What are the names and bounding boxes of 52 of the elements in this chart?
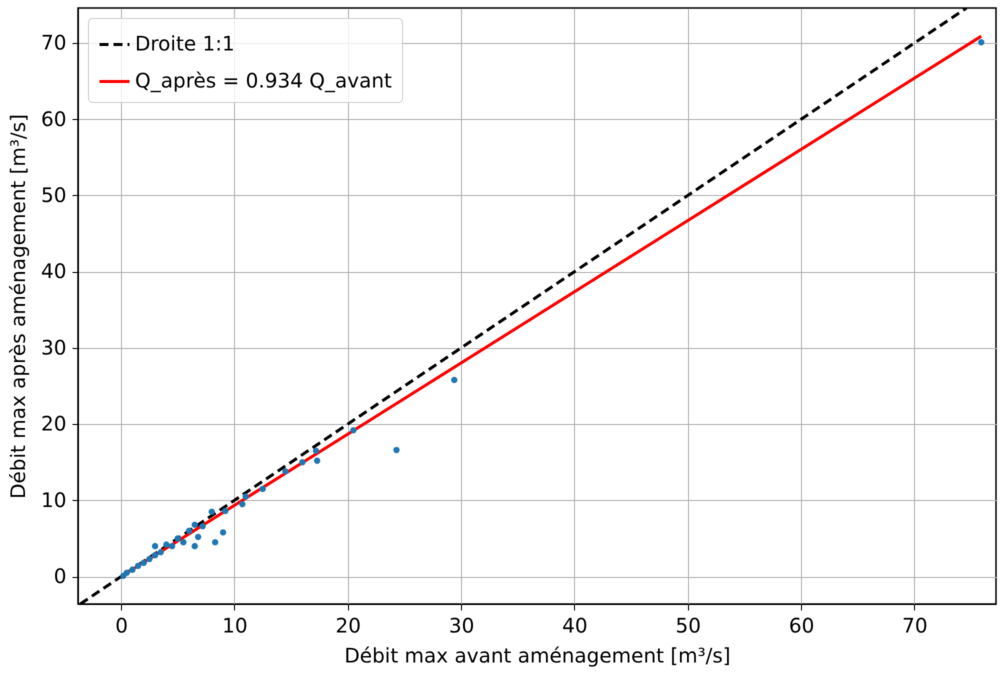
point (158, 549, 164, 556)
point (314, 458, 320, 464)
y-tick-label: 0 (54, 564, 66, 588)
point (129, 566, 136, 573)
point (152, 552, 158, 558)
point (163, 541, 170, 548)
legend-label: Droite 1:1 (135, 32, 235, 56)
x-tick-label: 50 (676, 614, 701, 638)
point (212, 539, 218, 546)
point (239, 501, 246, 508)
point (200, 523, 206, 530)
x-tick-label: 10 (222, 614, 248, 638)
point (180, 539, 187, 546)
point (124, 570, 130, 576)
point (146, 556, 153, 562)
point (168, 542, 176, 550)
point (282, 468, 289, 475)
point (208, 508, 215, 515)
point (174, 535, 181, 542)
point (393, 446, 400, 454)
y-tick-label: 50 (41, 182, 66, 207)
point (451, 376, 458, 384)
y-tick-label: 30 (41, 335, 66, 360)
x-tick-label: 30 (448, 614, 474, 638)
x-tick-label: 20 (336, 614, 361, 638)
point (312, 448, 320, 454)
y-tick-label: 10 (41, 488, 66, 512)
y-axis-title: Débit max après aménagement [m³/s] (6, 114, 30, 499)
point (152, 542, 158, 550)
y-tick-label: 20 (41, 412, 66, 436)
point (194, 534, 202, 540)
point (192, 542, 198, 550)
point (192, 522, 198, 528)
point (242, 493, 249, 500)
point (186, 528, 192, 534)
y-tick-label: 40 (41, 259, 66, 284)
y-tick-label: 60 (41, 106, 66, 131)
x-axis-title: Débit max avant aménagement [m³/s] (344, 644, 731, 668)
x-tick-label: 40 (562, 614, 588, 638)
x-tick-label: 70 (902, 614, 928, 638)
point (350, 427, 357, 434)
x-tick-label: 60 (788, 614, 814, 638)
point (140, 560, 147, 566)
legend-label: Q_après = 0.934 Q_avant (135, 68, 392, 92)
point (260, 486, 266, 492)
point (978, 39, 984, 46)
point (222, 508, 228, 514)
x-tick-label: 0 (115, 614, 128, 638)
point (220, 529, 226, 536)
point (134, 562, 142, 570)
point (299, 459, 306, 466)
y-tick-label: 70 (41, 30, 66, 55)
